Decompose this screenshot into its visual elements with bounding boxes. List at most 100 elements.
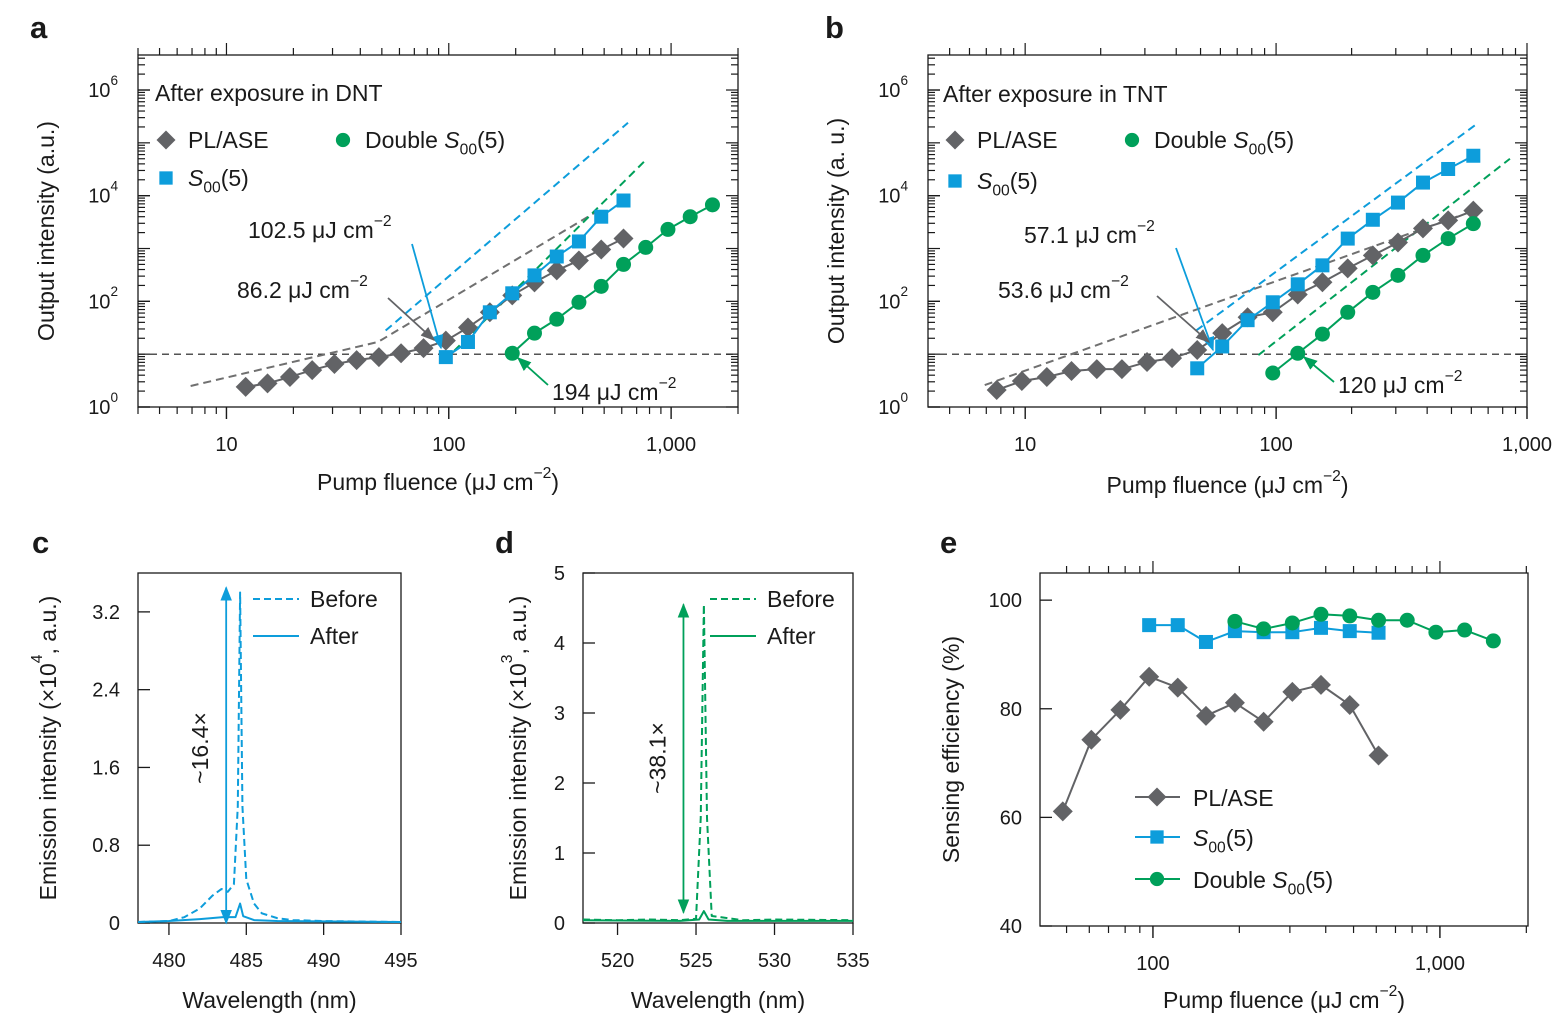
data-point-circle	[1465, 216, 1481, 232]
data-point-diamond	[1195, 705, 1216, 726]
data-point-square	[1315, 258, 1330, 273]
ratio-label: ~16.4×	[187, 712, 213, 784]
data-point-circle	[1256, 621, 1272, 637]
y-tick-label: 102​	[878, 284, 908, 313]
data-point-diamond	[235, 376, 256, 397]
series-diamond	[1052, 666, 1389, 822]
y-tick-label: 100​	[878, 390, 908, 419]
data-point-diamond	[1212, 323, 1233, 344]
data-point-circle	[1284, 615, 1300, 631]
data-point-diamond	[1137, 352, 1158, 373]
data-point-square	[571, 234, 586, 249]
y-tick-label: 5	[554, 563, 565, 585]
panel-letter: c	[32, 525, 49, 560]
y-tick-label: 0	[554, 913, 565, 935]
data-point-diamond	[1282, 681, 1303, 702]
legend-label: Double S00(5)	[1154, 127, 1294, 159]
data-point-square	[1240, 313, 1255, 328]
data-point-diamond	[1086, 359, 1107, 380]
data-point-square	[1466, 148, 1481, 163]
legend-label: Before	[767, 586, 835, 612]
series-line	[1196, 154, 1474, 370]
legend-marker-circle	[335, 132, 351, 148]
data-point-diamond	[1036, 366, 1057, 387]
y-tick-label: 40	[1000, 916, 1022, 938]
plot-frame	[927, 54, 1528, 408]
fit-line-dashed	[984, 214, 1461, 387]
y-tick-label: 0.8	[92, 835, 120, 857]
panel-c: c 480 485 490 495 0 0.8 1.6 2.4 3.2 Wavelength (nm…	[29, 525, 418, 1013]
data-point-diamond	[368, 347, 389, 368]
legend-label: Double S00(5)	[365, 127, 505, 159]
data-point-diamond	[1224, 692, 1245, 713]
data-point-circle	[704, 197, 720, 213]
data-point-circle	[571, 294, 587, 310]
data-point-diamond	[1310, 674, 1331, 695]
panel-letter: b	[825, 10, 844, 45]
data-point-diamond	[591, 239, 612, 260]
data-point-diamond	[1387, 232, 1408, 253]
y-axis-label: Output intensity (a.u.)	[33, 121, 59, 341]
data-point-square	[1215, 339, 1230, 354]
data-point-circle	[1340, 304, 1356, 320]
panel-b: b 10 100 1,000 100​ 102​ 104​ 106​ Pump fluence …	[823, 10, 1552, 498]
series-solid	[582, 910, 853, 922]
annotation-arrow	[411, 243, 444, 350]
data-point-diamond	[613, 228, 634, 249]
data-point-diamond	[1139, 666, 1160, 687]
y-axis-label: Output intensity (a. u.)	[823, 118, 849, 344]
data-point-diamond	[568, 250, 589, 271]
data-point-diamond	[257, 373, 278, 394]
threshold-annotation: 53.6 μJ cm−2​	[998, 273, 1129, 303]
data-point-diamond	[1438, 210, 1459, 231]
x-tick-label: 1,000	[1502, 434, 1552, 456]
data-point-square	[1190, 361, 1205, 376]
series-line	[137, 591, 402, 924]
series-line	[137, 902, 402, 924]
y-tick-label: 3.2	[92, 602, 120, 624]
data-point-diamond	[457, 317, 478, 338]
data-point-circle	[638, 239, 654, 255]
data-point-diamond	[1061, 361, 1082, 382]
series-circle	[504, 197, 720, 361]
x-tick-label: 490	[307, 950, 340, 972]
y-tick-label: 60	[1000, 807, 1022, 829]
legend-marker-diamond	[1147, 787, 1167, 807]
data-point-square	[1371, 625, 1386, 640]
threshold-annotation: 57.1 μJ cm−2​	[1024, 218, 1155, 248]
data-point-diamond	[1011, 371, 1032, 392]
data-point-diamond	[1412, 218, 1433, 239]
data-point-square	[505, 286, 520, 301]
legend-marker-circle	[1149, 871, 1165, 887]
data-point-circle	[1390, 267, 1406, 283]
data-point-diamond	[1111, 359, 1132, 380]
y-tick-label: 104​	[88, 179, 118, 208]
x-tick-label: 100	[1136, 953, 1169, 975]
fit-line-dashed	[444, 159, 646, 361]
data-point-diamond	[413, 338, 434, 359]
annotation-arrow	[1302, 356, 1335, 383]
x-tick-label: 530	[758, 950, 791, 972]
plot-frame	[1039, 572, 1529, 927]
legend-marker-diamond	[156, 130, 176, 150]
data-point-circle	[1428, 624, 1444, 640]
series-line	[1234, 613, 1494, 642]
threshold-annotation: 120 μJ cm−2​	[1338, 368, 1462, 398]
data-point-circle	[1399, 612, 1415, 628]
data-point-circle	[1485, 633, 1501, 649]
panel-letter: e	[940, 525, 957, 560]
x-tick-label: 480	[152, 950, 185, 972]
data-point-circle	[1415, 247, 1431, 263]
legend-label: After	[310, 623, 359, 649]
legend-marker-square	[159, 171, 173, 185]
data-point-diamond	[1187, 339, 1208, 360]
data-point-circle	[1365, 284, 1381, 300]
data-point-circle	[1313, 606, 1329, 622]
annotation-arrow	[516, 357, 549, 386]
x-tick-label: 525	[679, 950, 712, 972]
data-point-diamond	[1339, 694, 1360, 715]
legend-marker-square	[1150, 830, 1164, 844]
chart-title: After exposure in DNT	[155, 80, 383, 106]
y-tick-label: 102​	[88, 284, 118, 313]
data-point-square	[1340, 231, 1355, 246]
